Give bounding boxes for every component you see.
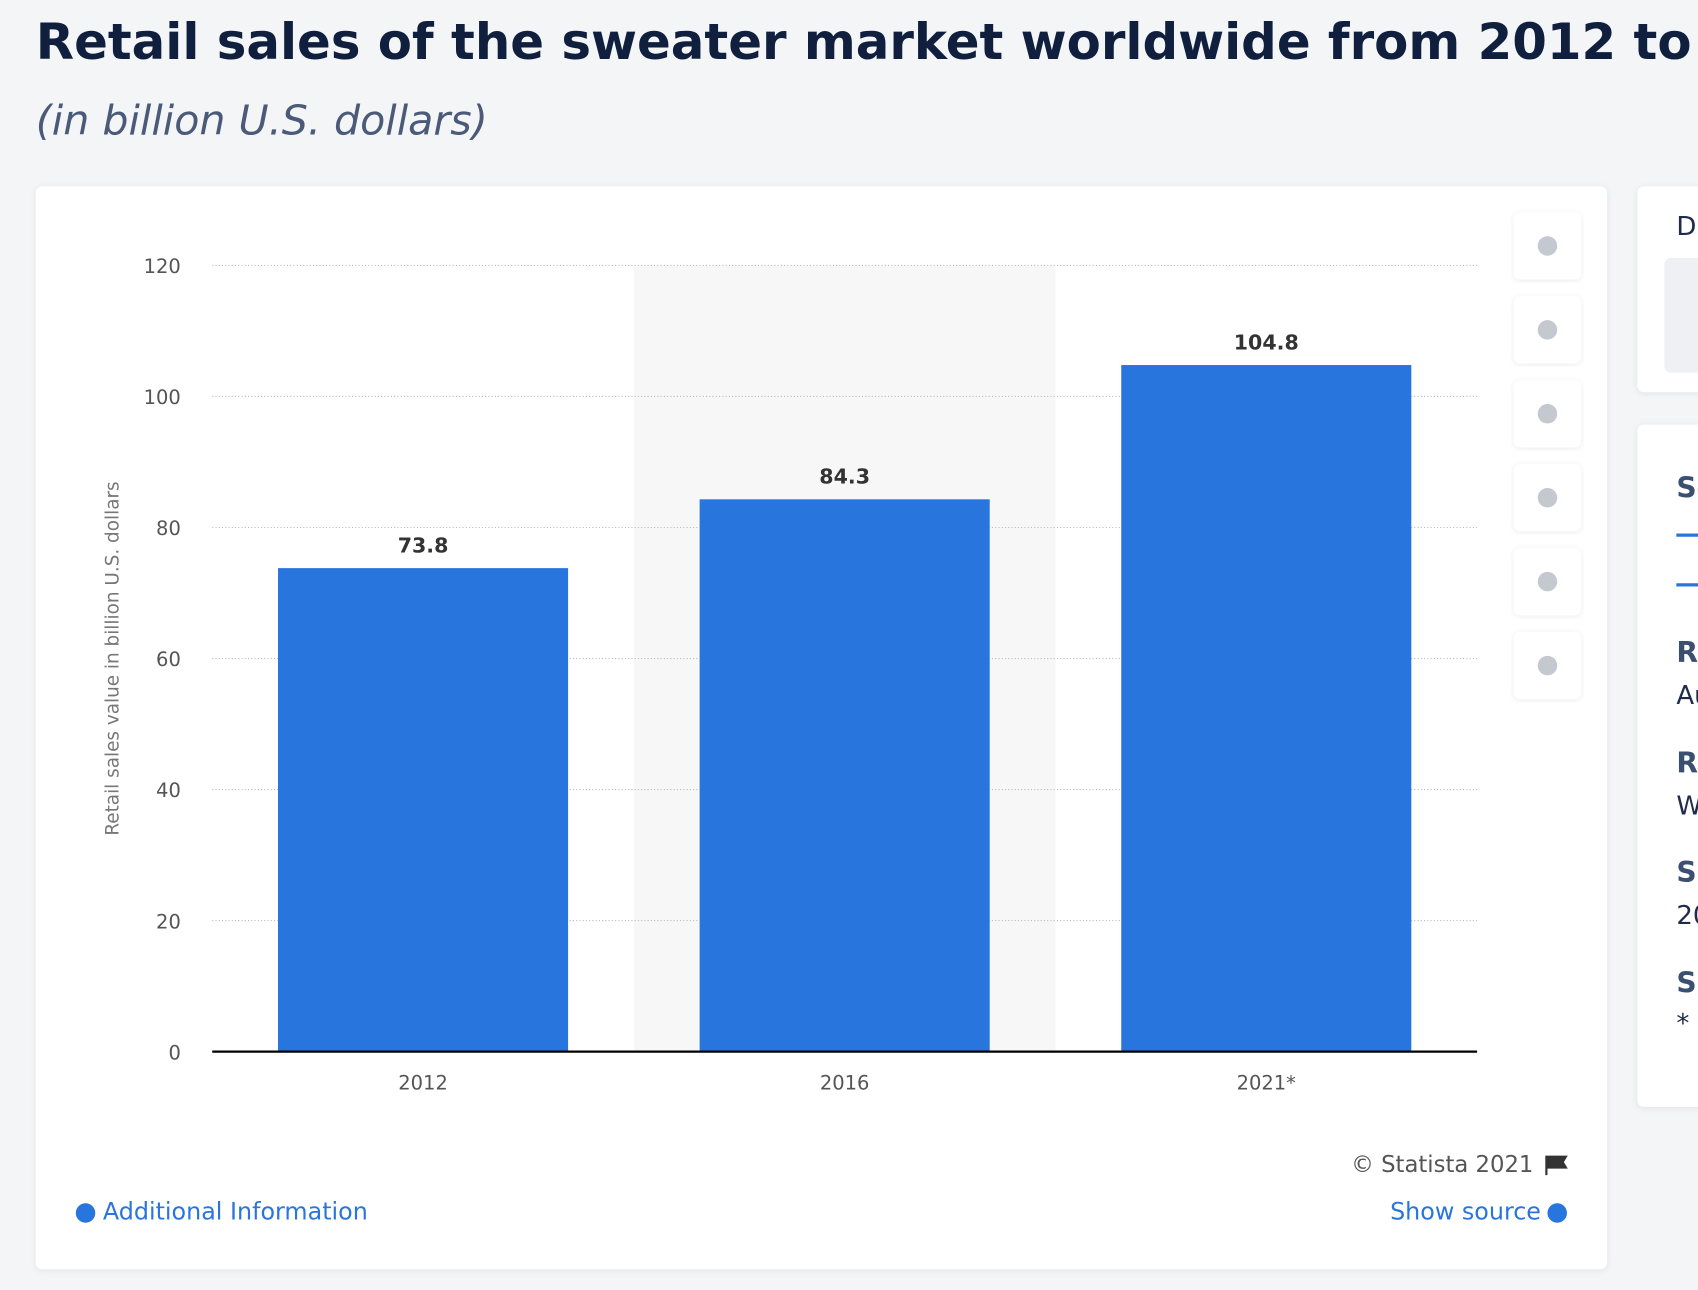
x-tick-label: 2021* (1237, 1072, 1297, 1095)
y-tick-label: 0 (168, 1041, 180, 1064)
info-icon[interactable] (75, 1203, 96, 1223)
tool-icon (1537, 655, 1558, 676)
show-source-link[interactable]: Show source (1390, 1197, 1541, 1225)
x-tick-label: 2012 (398, 1072, 448, 1095)
chart-subtitle: (in billion U.S. dollars) (36, 97, 488, 145)
side-button[interactable] (1664, 257, 1698, 373)
x-tick-label: 2016 (820, 1072, 870, 1095)
credit: © Statista 2021 (1351, 1152, 1533, 1178)
side-text: Sc (1676, 472, 1698, 505)
y-tick-label: 60 (156, 648, 181, 671)
bar (278, 568, 569, 1052)
y-axis-label: Retail sales value in billion U.S. dolla… (103, 481, 124, 835)
additional-info-link[interactable]: Additional Information (103, 1197, 368, 1225)
side-text: Au (1676, 681, 1698, 711)
toolbar (1513, 212, 1582, 700)
side-text: 20 (1676, 901, 1698, 931)
y-tick-label: 100 (144, 386, 181, 409)
side-text: Su (1676, 966, 1698, 999)
tool-icon (1537, 320, 1558, 340)
y-tick-label: 80 (156, 517, 181, 540)
tool-icon (1537, 571, 1558, 592)
value-label: 73.8 (398, 533, 449, 557)
tool-icon (1537, 404, 1558, 424)
chart-title: Retail sales of the sweater market world… (36, 13, 1698, 71)
value-label: 104.8 (1234, 330, 1299, 354)
y-tick-label: 20 (156, 910, 181, 933)
side-card (1637, 424, 1698, 1107)
bar (699, 499, 990, 1052)
y-tick-label: 120 (144, 255, 181, 278)
side-text: R (1676, 636, 1698, 669)
side-text: * (1676, 1009, 1689, 1039)
side-text: D (1676, 212, 1696, 242)
value-label: 84.3 (819, 465, 870, 489)
side-text: R (1676, 747, 1698, 780)
side-text: Su (1676, 856, 1698, 889)
tool-icon (1537, 487, 1558, 508)
side-text: W (1676, 791, 1698, 821)
bar (1121, 365, 1412, 1052)
tool-icon (1537, 236, 1558, 256)
info-icon[interactable] (1547, 1203, 1567, 1223)
flag-icon[interactable] (1545, 1155, 1568, 1176)
y-tick-label: 40 (156, 779, 181, 802)
